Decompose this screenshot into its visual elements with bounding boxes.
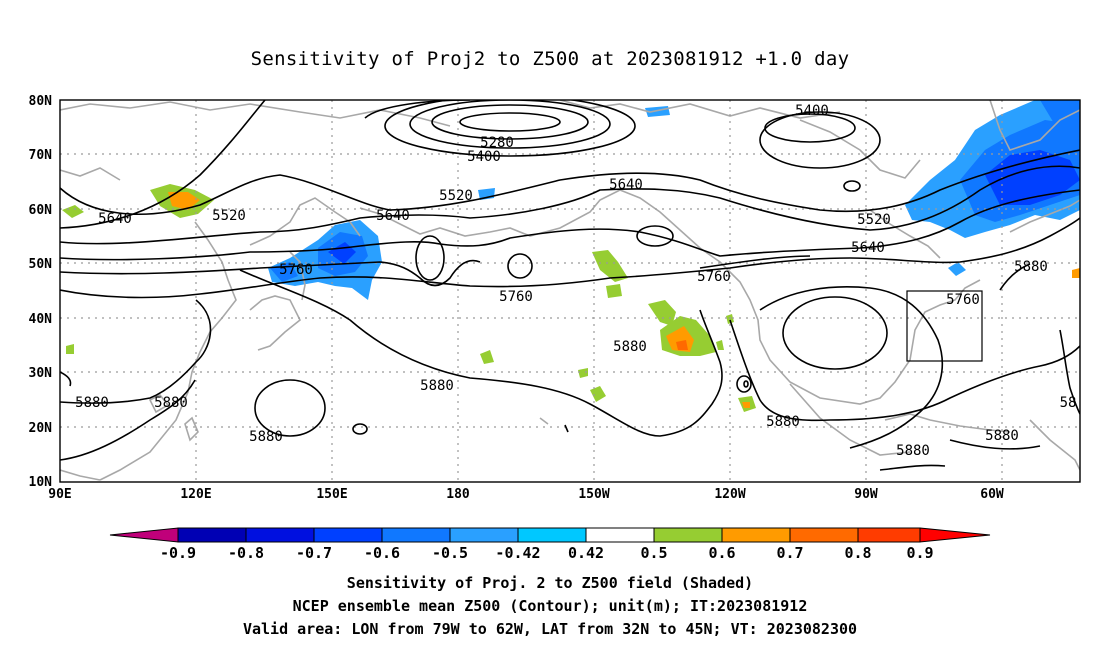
contour-label: 5400 — [467, 149, 501, 165]
chart-title: Sensitivity of Proj2 to Z500 at 20230819… — [250, 48, 850, 70]
colorbar-tick: -0.6 — [364, 544, 400, 562]
colorbar-lower-triangle — [109, 527, 179, 543]
contour-label: 5760 — [279, 262, 313, 278]
contour-label: 5880 — [1014, 259, 1048, 275]
lon-label: 60W — [980, 487, 1004, 502]
lat-label: 50N — [29, 257, 53, 272]
colorbar-cell — [313, 527, 383, 543]
lat-label: 80N — [29, 94, 53, 109]
lon-label: 150E — [316, 487, 347, 502]
lat-label: 10N — [29, 475, 53, 490]
colorbar-tick: 0.42 — [568, 544, 604, 562]
colorbar — [109, 527, 991, 543]
colorbar-cell — [177, 527, 247, 543]
lon-label: 90E — [48, 487, 71, 502]
lat-label: 30N — [29, 366, 53, 381]
colorbar-tick: 0.5 — [640, 544, 667, 562]
colorbar-tick: 0.7 — [776, 544, 803, 562]
colorbar-tick: -0.9 — [160, 544, 196, 562]
contour-label: 5640 — [851, 240, 885, 256]
lon-label: 150W — [578, 487, 609, 502]
latitude-labels: 80N 70N 60N 50N 40N 30N 20N 10N — [29, 94, 53, 490]
longitude-labels: 90E 120E 150E 180 150W 120W 90W 60W — [48, 487, 1004, 502]
contour-label: 5880 — [420, 378, 454, 394]
colorbar-tick: -0.5 — [432, 544, 468, 562]
shaded-sensitivity — [62, 100, 1080, 412]
contour-label: 5880 — [985, 428, 1019, 444]
contour-label: 5400 — [795, 103, 829, 119]
lon-label: 90W — [854, 487, 878, 502]
contour-labels: 5280 5400 5400 5520 5520 5520 5640 5640 … — [75, 103, 1076, 459]
colorbar-tick: 0.6 — [708, 544, 735, 562]
contour-label: 5880 — [75, 395, 109, 411]
contour-label: 5520 — [439, 188, 473, 204]
contour-label: 58 — [1060, 395, 1077, 411]
lat-label: 70N — [29, 148, 53, 163]
contour-label: 5520 — [212, 208, 246, 224]
colorbar-tick: -0.8 — [228, 544, 264, 562]
contour-label: 5760 — [946, 292, 980, 308]
colorbar-cell — [517, 527, 587, 543]
caption-shaded: Sensitivity of Proj. 2 to Z500 field (Sh… — [346, 574, 754, 592]
colorbar-upper-triangle — [919, 527, 991, 543]
contour-label: 5280 — [480, 135, 514, 151]
lon-label: 180 — [446, 487, 470, 502]
contour-label: 5880 — [154, 395, 188, 411]
contour-label: 5520 — [857, 212, 891, 228]
colorbar-cell — [789, 527, 859, 543]
colorbar-cell — [381, 527, 451, 543]
colorbar-tick: 0.8 — [844, 544, 871, 562]
contour-label: 5880 — [896, 443, 930, 459]
z500-contours — [60, 100, 1080, 471]
colorbar-tick: 0.9 — [906, 544, 933, 562]
contour-label: 5760 — [499, 289, 533, 305]
lat-label: 60N — [29, 203, 53, 218]
colorbar-cell — [721, 527, 791, 543]
caption-valid-area: Valid area: LON from 79W to 62W, LAT fro… — [242, 620, 858, 638]
contour-label: 5640 — [376, 208, 410, 224]
colorbar-tick-labels: -0.9 -0.8 -0.7 -0.6 -0.5 -0.42 0.42 0.5 … — [160, 544, 934, 562]
colorbar-tick: -0.7 — [296, 544, 332, 562]
caption-contour: NCEP ensemble mean Z500 (Contour); unit(… — [292, 597, 808, 615]
coastlines — [60, 100, 1080, 481]
contour-label: 5640 — [609, 177, 643, 193]
valid-area-box — [906, 290, 983, 362]
colorbar-cell — [245, 527, 315, 543]
lon-label: 120W — [714, 487, 745, 502]
map-frame — [59, 99, 1081, 483]
colorbar-cell — [585, 527, 655, 543]
lat-label: 40N — [29, 312, 53, 327]
colorbar-cell — [653, 527, 723, 543]
lon-label: 120E — [180, 487, 211, 502]
gridlines — [60, 100, 1080, 482]
colorbar-tick: -0.42 — [495, 544, 540, 562]
contour-label: 5880 — [766, 414, 800, 430]
colorbar-cell — [857, 527, 921, 543]
contour-label: 5880 — [613, 339, 647, 355]
lat-label: 20N — [29, 421, 53, 436]
contour-label: 5760 — [697, 269, 731, 285]
contour-label: 5880 — [249, 429, 283, 445]
colorbar-cell — [449, 527, 519, 543]
contour-label: 5640 — [98, 211, 132, 227]
